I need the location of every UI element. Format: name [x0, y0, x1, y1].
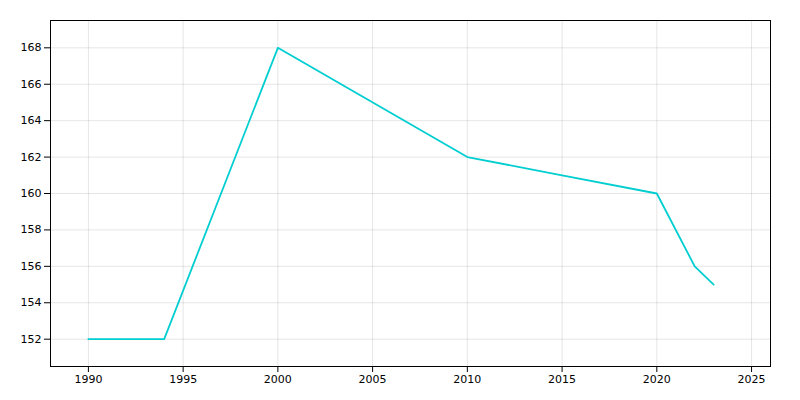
svg-text:2020: 2020 [643, 373, 671, 386]
svg-text:1990: 1990 [74, 373, 102, 386]
svg-text:162: 162 [21, 151, 42, 164]
svg-text:1995: 1995 [169, 373, 197, 386]
svg-text:2025: 2025 [738, 373, 766, 386]
svg-text:156: 156 [21, 260, 42, 273]
svg-text:2010: 2010 [453, 373, 481, 386]
svg-text:164: 164 [21, 114, 42, 127]
svg-text:158: 158 [21, 223, 42, 236]
svg-text:2005: 2005 [359, 373, 387, 386]
svg-text:154: 154 [21, 296, 42, 309]
svg-text:166: 166 [21, 78, 42, 91]
svg-text:2015: 2015 [548, 373, 576, 386]
svg-text:2000: 2000 [264, 373, 292, 386]
svg-text:152: 152 [21, 333, 42, 346]
svg-text:168: 168 [21, 41, 42, 54]
svg-text:160: 160 [21, 187, 42, 200]
